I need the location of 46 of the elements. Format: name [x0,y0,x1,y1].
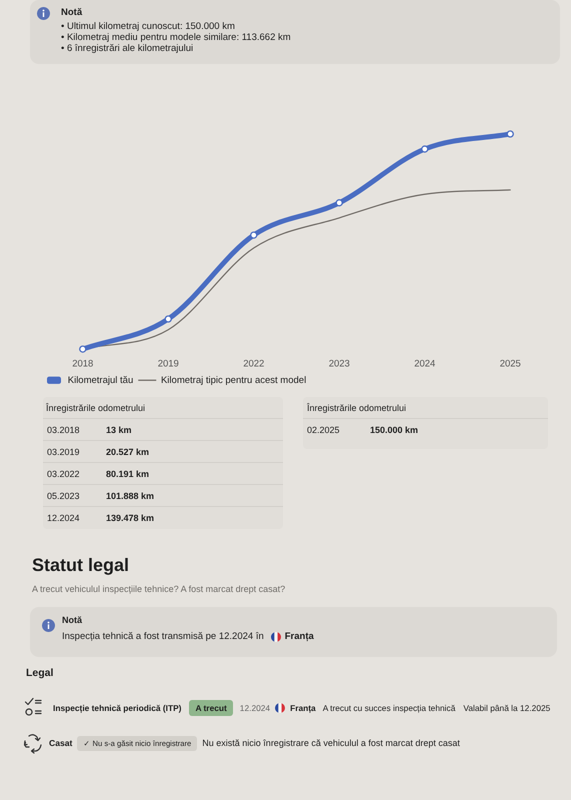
text: 12.2024 [47,513,80,523]
text: 80.191 km [106,469,150,479]
point [336,199,343,206]
text: Valabil până la 12.2025 [463,703,550,713]
legend-label: Kilometrajul tău [68,374,134,386]
legend-label: Kilometraj tipic pentru acest model [160,374,306,386]
text: Înregistrările odometrului [307,403,406,413]
text: 101.888 km [106,491,154,501]
x-tick-label: 2018 [72,358,94,370]
text: • Kilometraj mediu pentru modele similare: 113.662 km [61,32,291,43]
text: Statut legal [32,555,130,576]
text: Franța [284,631,314,642]
x-tick-label: 2022 [243,358,264,370]
text: 03.2019 [47,447,80,457]
text: 139.478 km [106,513,154,523]
point [79,345,86,353]
text: Legal [26,667,54,679]
x-tick-label: 2019 [158,358,179,370]
text: Notă [62,615,82,625]
text: Înregistrările odometrului [46,403,146,413]
text: Inspecția tehnică a fost transmisă pe 12.2024 în [62,631,264,642]
text: 03.2018 [47,425,80,435]
text: A trecut vehiculul inspecțiile tehnice? A fost marcat drept casat? [32,584,286,594]
x-tick-label: 2024 [414,358,436,370]
x-tick-label: 2023 [328,358,350,370]
text: Nu există nicio înregistrare că vehiculul a fost marcat drept casat [202,738,460,748]
text: Franța [290,703,316,713]
text: 03.2022 [47,469,80,479]
text: Inspecție tehnică periodică (ITP) [53,703,182,713]
point [506,130,514,138]
text: Casat [49,738,72,748]
point [164,315,172,323]
point [250,231,258,239]
x-tick-label: 2025 [500,358,521,370]
text: • 6 înregistrări ale kilometrajului [61,43,194,54]
text: 20.527 km [106,447,150,457]
text: A trecut [195,703,227,713]
text: A trecut cu succes inspecția tehnică [322,703,456,713]
text: 13 km [106,425,132,435]
text: 02.2025 [307,425,340,435]
text: 12.2024 [240,703,270,713]
text: 05.2023 [47,491,80,501]
text: Notă [61,7,82,18]
point [421,145,428,153]
text: 150.000 km [370,425,418,435]
text: • Ultimul kilometraj cunoscut: 150.000 km [61,21,235,32]
